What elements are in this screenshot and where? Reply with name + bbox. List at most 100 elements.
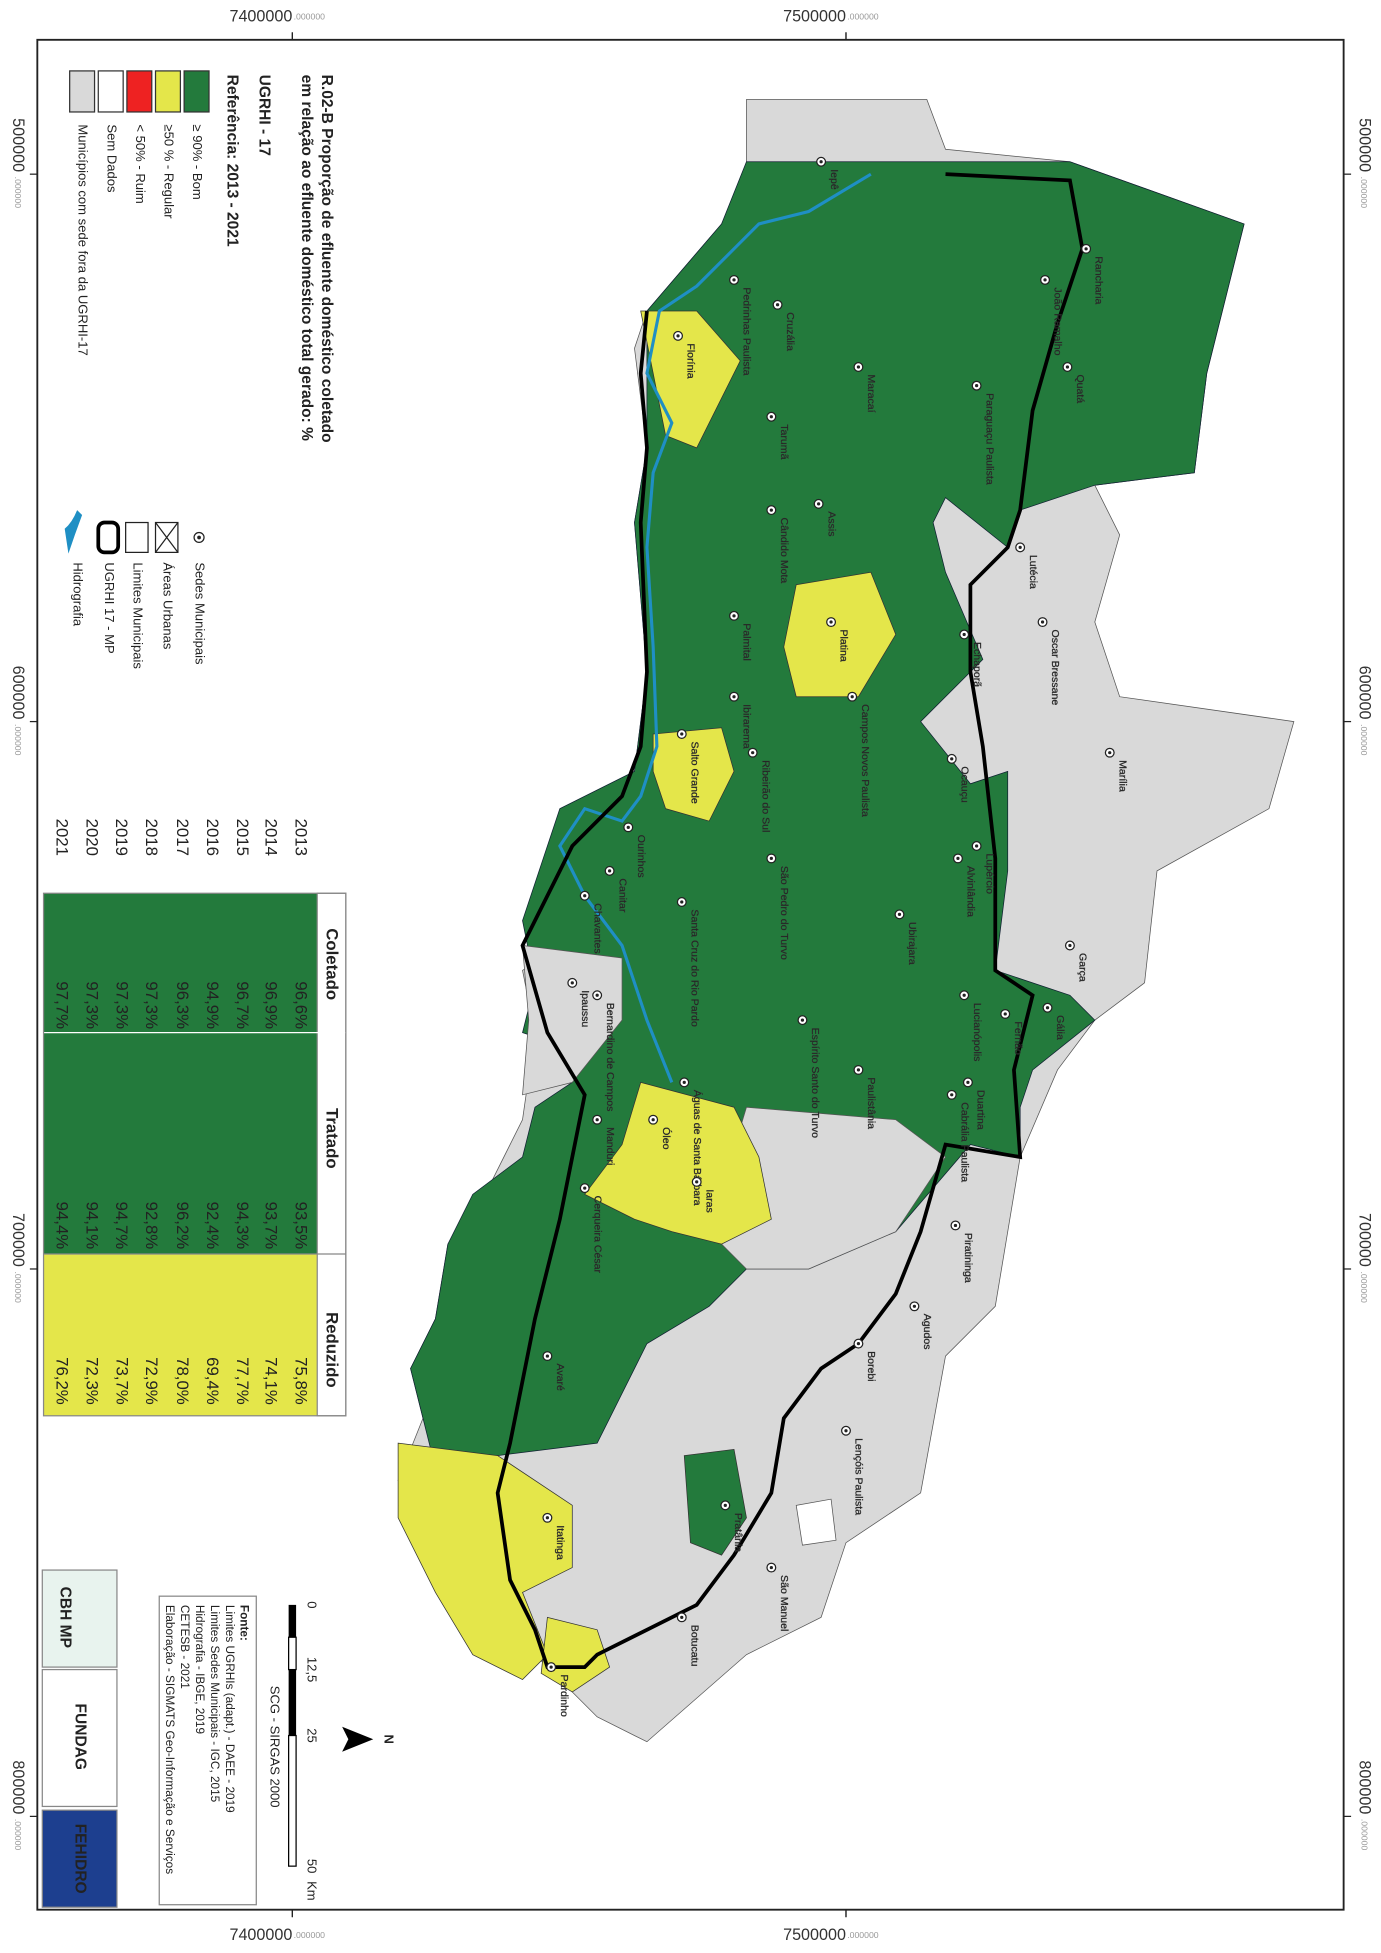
coord-label: 700000	[9, 1213, 27, 1267]
municipal-seat	[545, 1516, 550, 1520]
scale-tick-label: 25	[305, 1728, 320, 1743]
municipality-label: Florínia	[685, 343, 697, 378]
table-cell: 76,2%	[53, 1357, 72, 1405]
municipal-seat	[595, 993, 599, 997]
table-green-cells	[43, 893, 318, 1255]
municipality-label: Avaré	[554, 1364, 566, 1392]
table-year: 2016	[203, 819, 222, 856]
municipality-label: Lucianópolis	[971, 1003, 983, 1062]
scale-segment	[288, 1669, 297, 1736]
table-cell: 93,7%	[262, 1202, 281, 1250]
region-label: UGRHI - 17	[256, 75, 273, 156]
municipality-label: Borebi	[865, 1351, 877, 1382]
table-year: 2019	[112, 819, 131, 856]
municipal-seat	[680, 900, 684, 904]
gray-ipaussu	[522, 945, 623, 1096]
scale-tick-label: 50	[305, 1859, 320, 1874]
municipality-label: Ipaussu	[579, 990, 591, 1027]
municipal-seat	[732, 695, 736, 699]
municipality-label: Águas de Santa Bárbara	[691, 1090, 704, 1206]
table-cell: 93,5%	[291, 1202, 310, 1250]
municipal-seat	[751, 751, 755, 755]
municipal-seat	[769, 508, 773, 512]
yellow-platina	[783, 571, 897, 698]
municipality-label: Pratânia	[732, 1513, 744, 1552]
green-pratania	[683, 1448, 747, 1556]
municipal-seat	[545, 1354, 550, 1358]
municipality-label: Alvinlândia	[965, 866, 977, 917]
coord-label: 600000	[1355, 666, 1373, 720]
municipal-seat	[1043, 278, 1047, 282]
municipal-seat	[1003, 1012, 1007, 1016]
white-no-data	[795, 1498, 837, 1546]
logo-box	[41, 1809, 118, 1908]
municipality-label: Ocauçu	[958, 766, 970, 803]
coord-decimals: .000000	[1359, 1271, 1369, 1303]
logo-text: FUNDAG	[72, 1704, 89, 1770]
table-cell: 75,8%	[291, 1357, 310, 1405]
municipality-label: Ourinhos	[635, 835, 647, 878]
municipal-seat	[950, 757, 954, 761]
table-yellow-cells	[43, 1254, 318, 1416]
table-year: 2013	[291, 819, 310, 856]
municipal-seat	[680, 732, 684, 736]
logo-text: FEHIDRO	[72, 1824, 89, 1894]
source-line: CETESB - 2021	[178, 1605, 192, 1689]
municipality-label: Chavantes	[591, 903, 603, 954]
municipal-seat	[897, 912, 902, 917]
table-cell: 92,8%	[142, 1202, 161, 1250]
legend-seat-icon	[197, 535, 201, 540]
logo-text: CBH MP	[57, 1587, 74, 1648]
municipality-label: Quatá	[1074, 374, 1086, 403]
table-cell: 94,3%	[233, 1202, 252, 1250]
coord-decimals: .000000	[13, 177, 23, 209]
scale-segment	[288, 1604, 297, 1638]
municipality-label: Cerqueira César	[591, 1196, 603, 1274]
municipal-seat	[953, 1223, 958, 1228]
legend-label: Áreas Urbanas	[160, 562, 175, 649]
municipal-seat	[1065, 365, 1070, 369]
municipality-label: Echaporã	[971, 642, 983, 687]
sources-box	[158, 1595, 257, 1906]
municipality-label: Lençóis Paulista	[853, 1438, 865, 1515]
scale-tick-label: 12,5	[305, 1657, 320, 1682]
municipal-seat	[800, 1018, 805, 1022]
municipal-seat	[732, 278, 736, 282]
municipal-seat	[975, 844, 979, 848]
municipal-seat	[844, 1429, 848, 1433]
municipality-label: Platina	[838, 630, 850, 662]
coord-label: 700000	[1355, 1213, 1373, 1267]
table-cell: 97,3%	[142, 981, 161, 1029]
municipal-seat	[769, 1565, 773, 1570]
municipality-label: Ubirajara	[906, 922, 918, 965]
municipality-label: Bernardino de Campos	[604, 1003, 616, 1112]
municipal-seat	[676, 334, 680, 338]
table-cell: 96,3%	[173, 981, 192, 1029]
table-cell: 94,1%	[82, 1202, 101, 1250]
municipal-seat	[570, 981, 574, 985]
legend-label: ≥ 90% - Bom	[190, 124, 205, 199]
municipality-label: Óleo	[660, 1127, 673, 1149]
coord-decimals: .000000	[1359, 177, 1369, 209]
municipality-label: São Pedro do Turvo	[778, 866, 790, 960]
municipal-seat	[1108, 751, 1112, 755]
legend-ugrhi-icon	[96, 520, 121, 555]
table-header: Coletado	[322, 928, 341, 1000]
table-cell: 94,9%	[203, 981, 222, 1029]
table-border	[42, 892, 347, 1417]
coord-label: 500000	[1355, 118, 1373, 172]
municipal-seat	[682, 1080, 686, 1084]
logo-box	[41, 1668, 118, 1808]
municipal-seat	[1018, 545, 1022, 550]
table-cell: 92,4%	[203, 1202, 222, 1250]
table-cell: 96,7%	[233, 981, 252, 1029]
table-cell: 72,3%	[82, 1357, 101, 1405]
table-cell: 97,7%	[53, 981, 72, 1029]
municipality-label: Pedrinhas Paulista	[741, 287, 753, 375]
legend-label: Hidrografia	[71, 562, 86, 627]
yellow-salto-grande	[652, 727, 735, 822]
coord-label: 800000	[9, 1760, 27, 1814]
coord-decimals: .000000	[1359, 1819, 1369, 1851]
municipality-label: Ribeirão do Sul	[759, 760, 771, 832]
